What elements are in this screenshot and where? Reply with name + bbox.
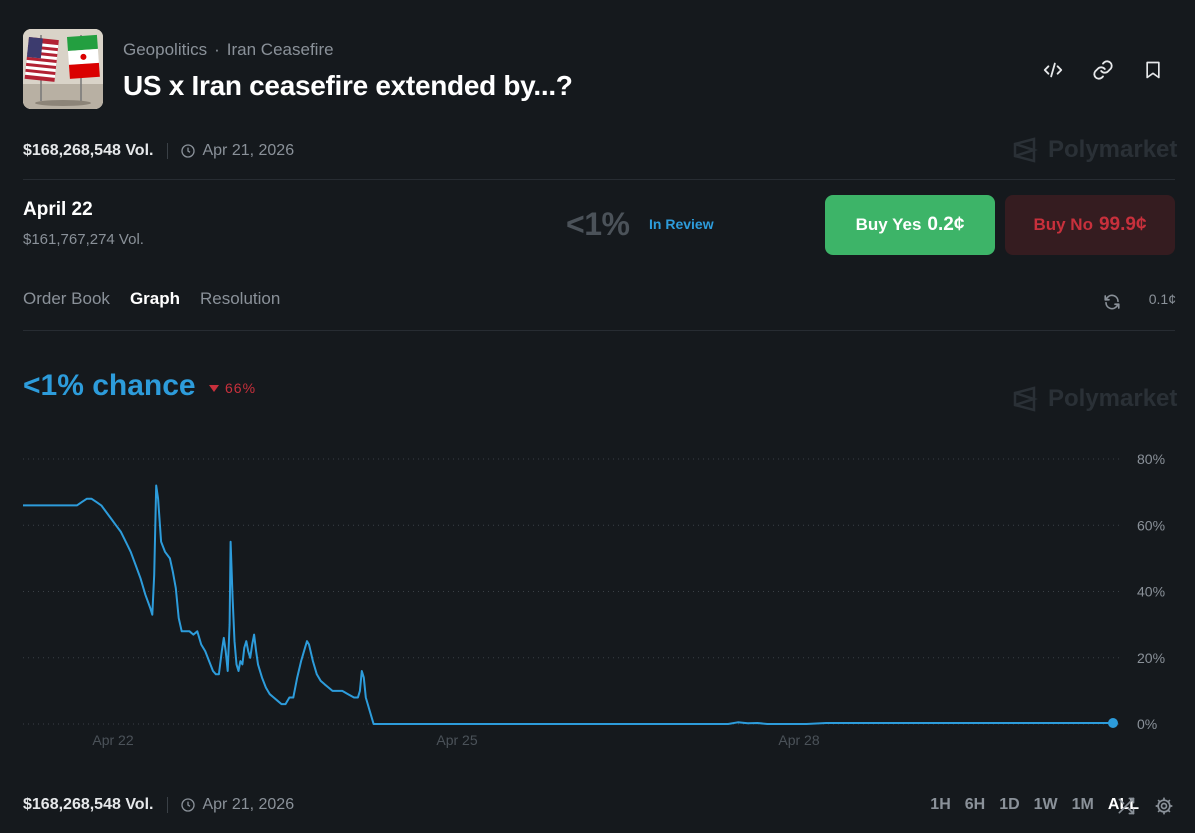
watermark-text: Polymarket: [1048, 385, 1178, 412]
y-tick-label: 60%: [1137, 517, 1165, 533]
range-1w[interactable]: 1W: [1033, 796, 1058, 813]
buy-yes-label: Buy Yes: [855, 215, 922, 234]
range-1h[interactable]: 1H: [930, 796, 951, 813]
watermark-text: Polymarket: [1048, 136, 1178, 163]
refresh-button[interactable]: [1097, 287, 1127, 317]
y-tick-label: 20%: [1137, 650, 1165, 666]
copy-link-button[interactable]: [1088, 55, 1118, 85]
status-badge: In Review: [649, 216, 714, 232]
current-point: [1108, 718, 1118, 729]
clock-icon: [181, 144, 196, 158]
market-volume: $168,268,548 Vol.: [23, 142, 154, 159]
embed-button[interactable]: [1038, 55, 1068, 85]
y-tick-label: 40%: [1137, 584, 1165, 600]
chance-label: <1% chance: [23, 369, 196, 402]
footer-end-date: Apr 21, 2026: [202, 796, 295, 813]
shuffle-icon: [1118, 797, 1135, 815]
y-tick-label: 0%: [1137, 716, 1157, 732]
link-icon: [1093, 60, 1113, 80]
polymarket-watermark: Polymarket: [1012, 385, 1177, 413]
bookmark-icon: [1146, 61, 1160, 79]
polymarket-logo-icon: [1013, 386, 1038, 412]
down-triangle-icon: [209, 384, 219, 392]
buy-no-price: 99.9¢: [1098, 214, 1147, 235]
shuffle-button[interactable]: [1111, 791, 1141, 821]
tab-graph[interactable]: Graph: [129, 289, 180, 308]
embed-icon: [1043, 62, 1063, 78]
outcome-probability: <1%: [566, 206, 630, 242]
buy-no-button[interactable]: Buy No 99.9¢: [1005, 195, 1175, 255]
footer-meta: $168,268,548 Vol. Apr 21, 2026: [23, 796, 294, 814]
range-6h[interactable]: 6H: [964, 796, 986, 813]
x-tick-label: Apr 25: [436, 732, 477, 748]
page-title: US x Iran ceasefire extended by...?: [123, 70, 573, 101]
meta-divider: [167, 143, 169, 159]
refresh-icon: [1104, 294, 1120, 310]
market-meta: $168,268,548 Vol. Apr 21, 2026: [23, 142, 294, 160]
buy-yes-price: 0.2¢: [927, 214, 965, 235]
range-1d[interactable]: 1D: [999, 796, 1020, 813]
breadcrumb-separator: ·: [214, 40, 220, 59]
settings-button[interactable]: [1149, 791, 1179, 821]
gear-icon: [1155, 797, 1173, 815]
clock-icon: [181, 798, 196, 812]
tab-resolution[interactable]: Resolution: [200, 289, 281, 308]
outcome-volume: $161,767,274 Vol.: [23, 231, 144, 248]
buy-yes-button[interactable]: Buy Yes 0.2¢: [825, 195, 995, 255]
y-tick-label: 80%: [1137, 451, 1165, 467]
price-line: [23, 484, 1113, 725]
breadcrumb-subcategory[interactable]: Iran Ceasefire: [226, 40, 334, 59]
divider: [23, 330, 1175, 331]
buy-no-label: Buy No: [1033, 215, 1093, 234]
x-tick-label: Apr 28: [778, 732, 819, 748]
tick-size: 0.1¢: [1148, 291, 1176, 307]
range-1m[interactable]: 1M: [1071, 796, 1094, 813]
time-range-selector: 1H 6H 1D 1W 1M ALL: [930, 796, 1139, 814]
price-chart[interactable]: 80% 60% 40% 20% 0% Apr 22 Apr 25 Apr 28: [0, 440, 1195, 760]
bookmark-button[interactable]: [1138, 55, 1168, 85]
outcome-name: April 22: [23, 199, 93, 220]
x-tick-label: Apr 22: [92, 732, 133, 748]
market-end-date: Apr 21, 2026: [202, 142, 295, 159]
divider: [23, 179, 1175, 180]
tab-order-book[interactable]: Order Book: [23, 289, 110, 308]
polymarket-watermark: Polymarket: [1012, 136, 1177, 164]
tab-bar: Order Book Graph Resolution: [23, 289, 280, 309]
footer-volume: $168,268,548 Vol.: [23, 796, 154, 813]
meta-divider: [167, 797, 169, 813]
price-change-value: 66%: [225, 380, 257, 396]
breadcrumb: Geopolitics · Iran Ceasefire: [123, 40, 334, 60]
price-change: 66%: [209, 380, 256, 396]
us-iran-flags-image: [23, 29, 103, 109]
market-thumbnail: [23, 29, 103, 109]
polymarket-logo-icon: [1013, 137, 1038, 163]
breadcrumb-category[interactable]: Geopolitics: [123, 40, 208, 59]
